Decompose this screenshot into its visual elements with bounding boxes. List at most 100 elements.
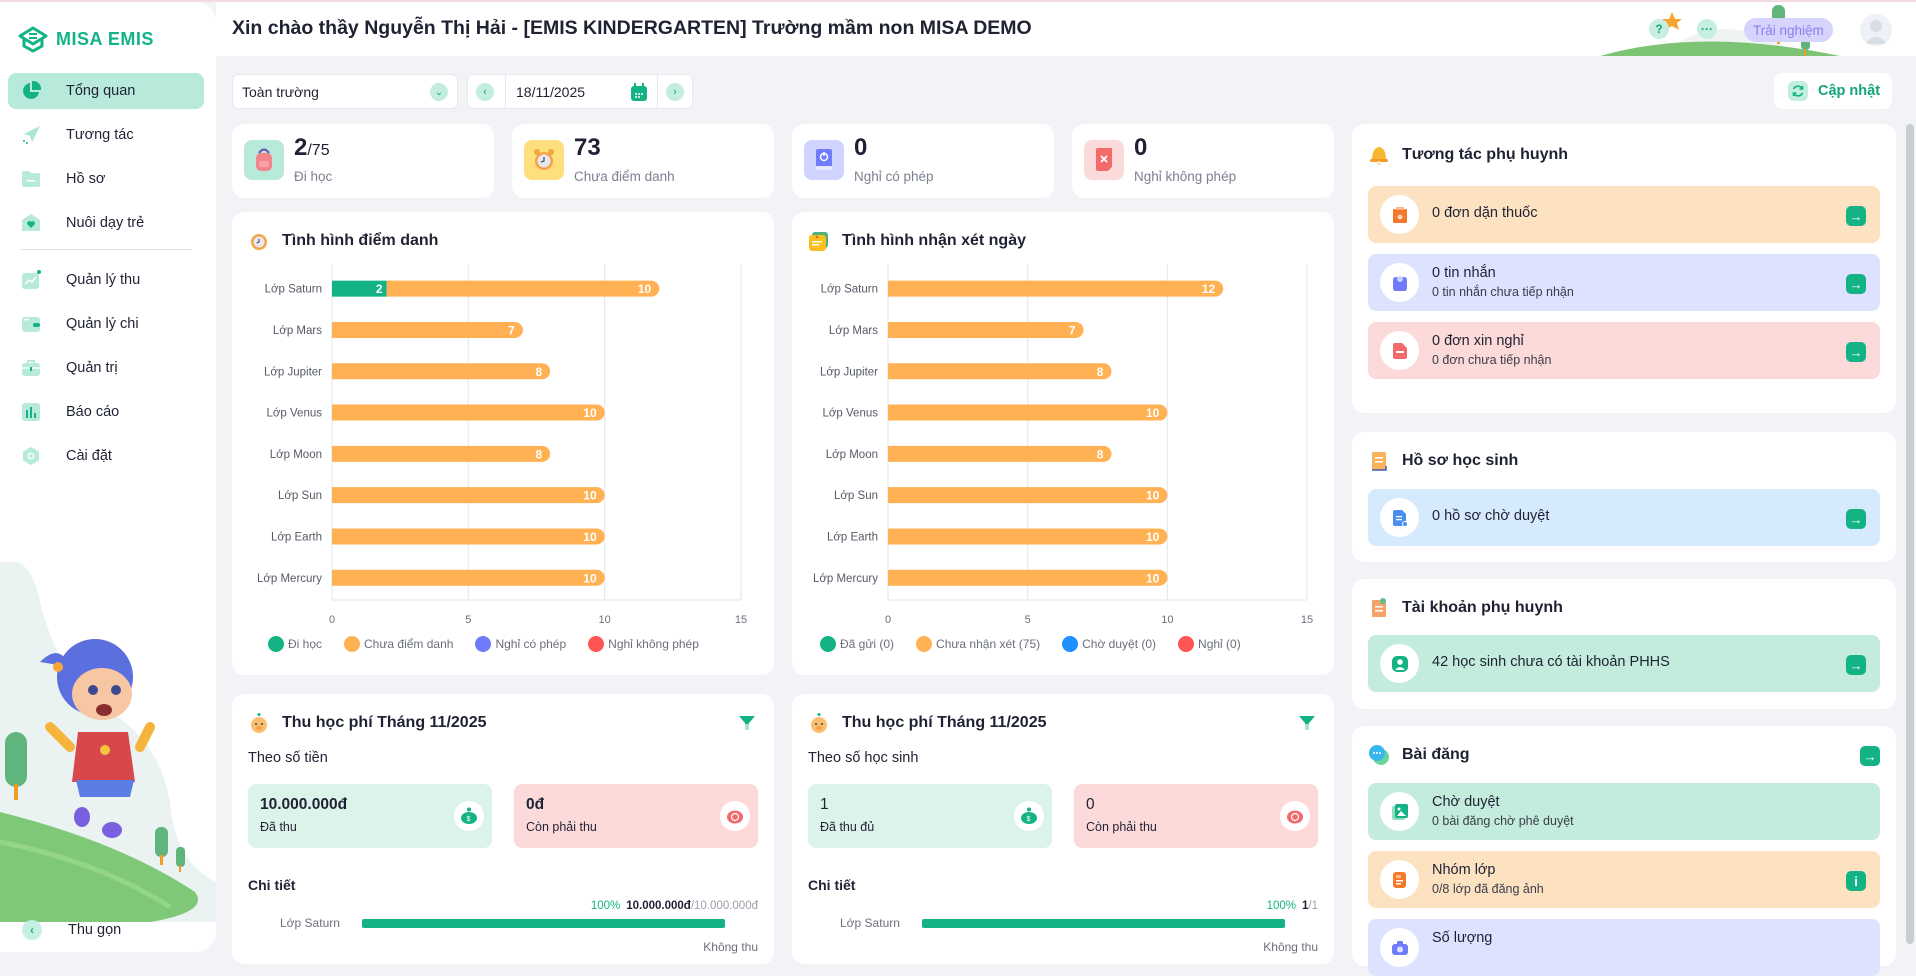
fee-collected-box[interactable]: 10.000.000đ Đã thu $ — [248, 784, 492, 848]
bar-segment[interactable] — [332, 363, 551, 380]
row-title: Nhóm lớp — [1432, 862, 1496, 878]
arrow-right-icon[interactable]: → — [1846, 509, 1866, 529]
bar-segment[interactable] — [332, 445, 551, 462]
bar-data-label: 10 — [1146, 571, 1160, 585]
sidebar-item-cai-dat[interactable]: Cài đặt — [8, 438, 204, 474]
bar-segment[interactable] — [888, 363, 1112, 380]
bar-chart-icon — [20, 401, 42, 423]
sidebar-item-nuoi-day-tre[interactable]: Nuôi dạy trẻ — [8, 205, 204, 241]
arrow-right-icon[interactable]: → — [1846, 206, 1866, 226]
legend-item[interactable]: Đã gửi (0) — [820, 636, 894, 652]
legend-item[interactable]: Chờ duyệt (0) — [1062, 636, 1156, 652]
leave-request-row[interactable]: 0 đơn xin nghỉ 0 đơn chưa tiếp nhận → — [1368, 322, 1880, 379]
bar-segment[interactable] — [888, 404, 1168, 421]
filter-icon[interactable] — [1298, 714, 1316, 732]
card-title: Tình hình nhận xét ngày — [842, 232, 1026, 249]
fee-remaining-box[interactable]: 0 Còn phải thu — [1074, 784, 1318, 848]
logo[interactable]: MISA EMIS — [16, 24, 154, 54]
legend-item[interactable]: Chưa nhận xét (75) — [916, 636, 1040, 652]
posts-arrow-button[interactable]: → — [1860, 746, 1880, 766]
calendar-icon[interactable] — [630, 82, 648, 102]
y-category-label: Lớp Venus — [266, 408, 322, 420]
arrow-right-icon[interactable]: → — [1846, 655, 1866, 675]
bar-segment[interactable] — [888, 528, 1168, 545]
piggy-bank-icon: $ — [454, 801, 484, 831]
info-icon[interactable]: i — [1846, 871, 1866, 891]
arrow-right-icon[interactable]: → — [1846, 342, 1866, 362]
bar-segment[interactable] — [888, 569, 1168, 586]
card-header: Thu học phí Tháng 11/2025 — [248, 712, 486, 734]
paper-plane-icon — [20, 124, 42, 146]
daily-comment-chart: 0 5 10 15 Lớp Saturn 12 Lớp Mars 7 Lớp Jupiter 8 L… — [813, 264, 1313, 626]
bar-segment[interactable] — [888, 487, 1168, 504]
bar-segment[interactable] — [888, 321, 1084, 338]
fee-collected-box[interactable]: 1 Đã thu đủ $ — [808, 784, 1052, 848]
bar-data-label: 12 — [1202, 282, 1216, 296]
stat-label: Đi học — [294, 169, 333, 184]
sidebar-item-quan-tri[interactable]: Quản trị — [8, 350, 204, 386]
sidebar-item-quan-ly-thu[interactable]: Quản lý thu — [8, 262, 204, 298]
date-input[interactable]: 18/11/2025 — [516, 84, 586, 100]
bar-segment[interactable] — [888, 445, 1112, 462]
more-button[interactable]: ··· — [1697, 19, 1717, 39]
sidebar-item-tong-quan[interactable]: Tổng quan — [8, 73, 204, 109]
pending-posts-row[interactable]: Chờ duyệt 0 bài đăng chờ phê duyệt — [1368, 783, 1880, 840]
class-group-row[interactable]: Nhóm lớp 0/8 lớp đã đăng ảnh i — [1368, 851, 1880, 908]
card-title: Bài đăng — [1402, 746, 1470, 763]
bar-segment[interactable] — [332, 404, 605, 421]
sidebar-item-quan-ly-chi[interactable]: Quản lý chi — [8, 306, 204, 342]
y-category-label: Lớp Moon — [826, 449, 878, 461]
divider — [657, 75, 658, 108]
stat-card-unchecked[interactable]: 73 Chưa điểm danh — [512, 124, 774, 198]
stat-card-present[interactable]: 2/75 Đi học — [232, 124, 494, 198]
legend-item[interactable]: Nghỉ (0) — [1178, 636, 1241, 652]
fee-amount-card: Thu học phí Tháng 11/2025 Theo số tiền 1… — [232, 694, 774, 964]
legend-item[interactable]: Nghỉ có phép — [475, 636, 566, 652]
help-button[interactable]: ? — [1649, 19, 1669, 39]
arrow-right-icon[interactable]: → — [1846, 274, 1866, 294]
collapse-sidebar-button[interactable]: ‹ Thu gọn — [22, 920, 121, 940]
scope-select[interactable]: Toàn trường ⌄ — [232, 74, 458, 109]
bar-segment[interactable] — [332, 321, 523, 338]
legend-item[interactable]: Chưa điểm danh — [344, 636, 453, 652]
post-count-row[interactable]: Số lượng — [1368, 919, 1880, 976]
legend-item[interactable]: Đi học — [268, 636, 322, 652]
top-header: Xin chào thầy Nguyễn Thị Hải - [EMIS KIN… — [216, 2, 1916, 56]
messages-row[interactable]: 0 tin nhắn 0 tin nhắn chưa tiếp nhận → — [1368, 254, 1880, 311]
bar-segment[interactable] — [888, 280, 1224, 297]
bar-segment[interactable] — [332, 528, 605, 545]
sidebar-item-ho-so[interactable]: Hồ sơ — [8, 161, 204, 197]
sidebar-item-tuong-tac[interactable]: Tương tác — [8, 117, 204, 153]
legend-item[interactable]: Nghỉ không phép — [588, 636, 699, 652]
fee-remaining-box[interactable]: 0đ Còn phải thu — [514, 784, 758, 848]
page-scrollbar-thumb[interactable] — [1906, 124, 1914, 944]
next-date-button[interactable]: › — [666, 83, 684, 101]
filter-icon[interactable] — [738, 714, 756, 732]
briefcase-icon — [20, 357, 42, 379]
missing-accounts-row[interactable]: 42 học sinh chưa có tài khoản PHHS → — [1368, 635, 1880, 692]
progress-note: Không thu — [1263, 940, 1318, 954]
parent-accounts-card: Tài khoản phụ huynh 42 học sinh chưa có … — [1352, 579, 1896, 709]
bar-segment[interactable] — [332, 487, 605, 504]
refresh-button[interactable]: Cập nhật — [1774, 73, 1892, 109]
medicine-request-row[interactable]: 0 đơn dặn thuốc → — [1368, 186, 1880, 243]
bar-segment[interactable] — [386, 280, 660, 297]
pending-records-row[interactable]: 0 hồ sơ chờ duyệt → — [1368, 489, 1880, 546]
wallet-icon — [20, 313, 42, 335]
collected-label: Đã thu đủ — [820, 820, 875, 834]
bar-segment[interactable] — [332, 280, 387, 297]
prev-date-button[interactable]: ‹ — [476, 83, 494, 101]
stat-card-excused[interactable]: 0 Nghỉ có phép — [792, 124, 1054, 198]
user-avatar[interactable] — [1860, 14, 1892, 46]
bar-data-label: 8 — [535, 447, 542, 461]
bar-data-label: 10 — [583, 406, 597, 420]
help-icon: ? — [1655, 22, 1663, 36]
bar-segment[interactable] — [332, 569, 605, 586]
sidebar-item-label: Báo cáo — [66, 404, 120, 420]
trial-button[interactable]: Trải nghiệm — [1744, 18, 1833, 42]
progress-fill — [362, 919, 725, 928]
row-title: 42 học sinh chưa có tài khoản PHHS — [1432, 654, 1670, 670]
sidebar-item-label: Tương tác — [66, 127, 134, 143]
stat-card-unexcused[interactable]: 0 Nghỉ không phép — [1072, 124, 1334, 198]
sidebar-item-bao-cao[interactable]: Báo cáo — [8, 394, 204, 430]
